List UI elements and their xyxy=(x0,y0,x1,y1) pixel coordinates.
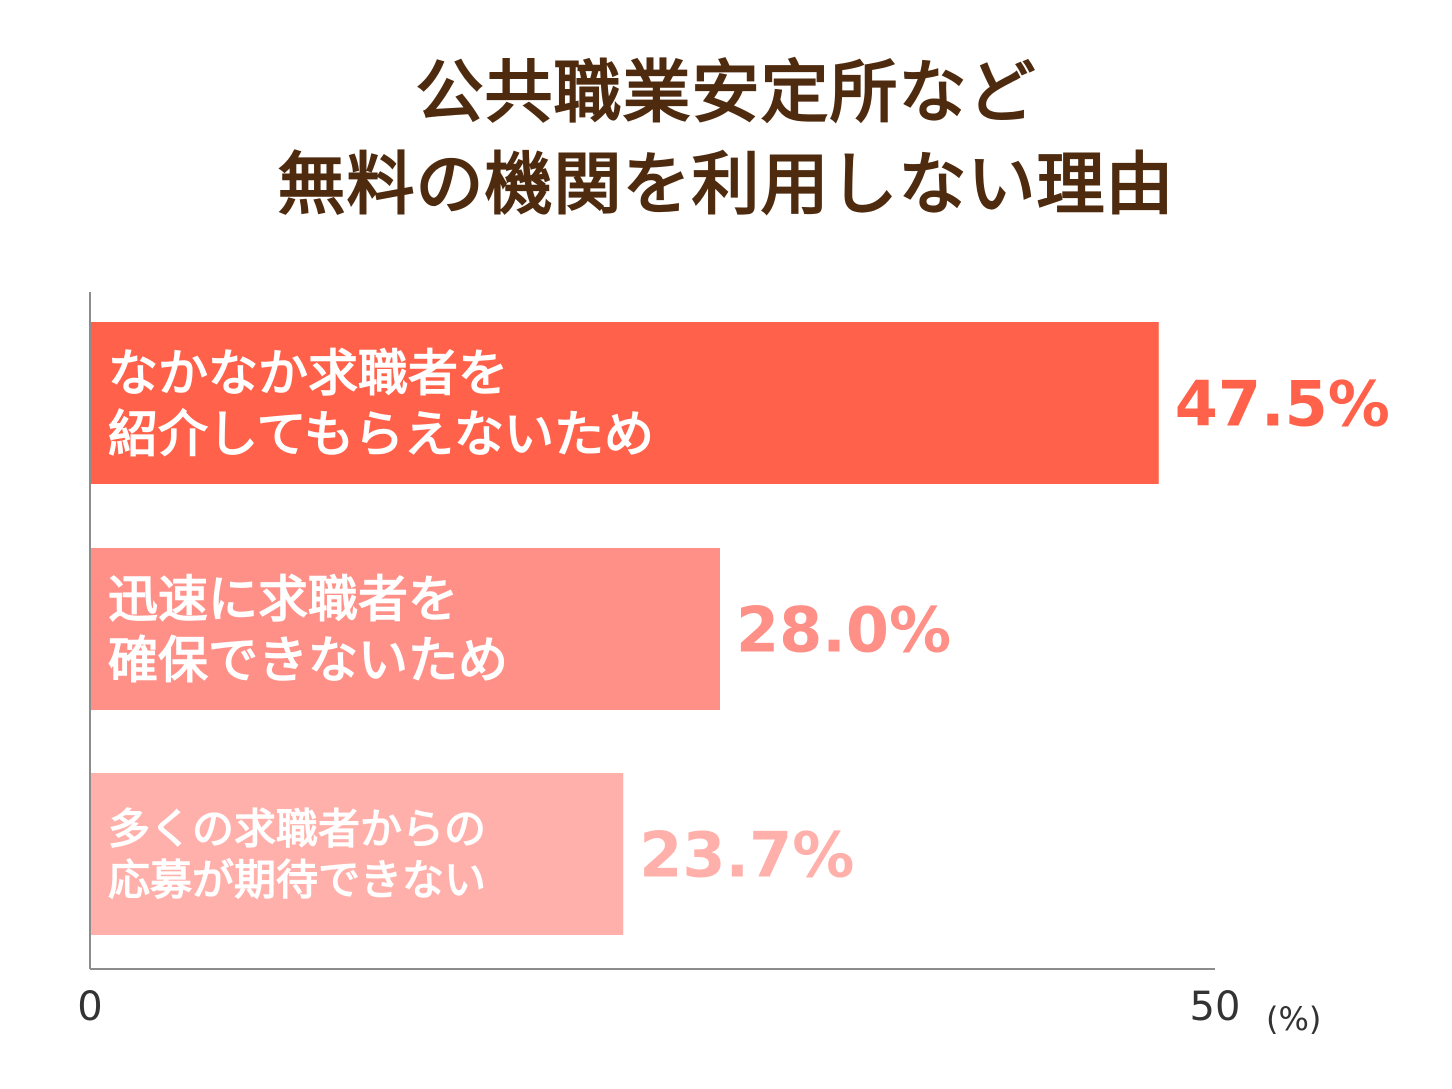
chart-title-line-1: 公共職業安定所など xyxy=(415,54,1037,133)
tick-label-0: 0 xyxy=(77,984,102,1030)
bar-3-label-line-2: 応募が期待できない xyxy=(108,856,486,905)
bar-2-value-label: 28.0% xyxy=(736,593,951,666)
unit-label: (%) xyxy=(1266,1000,1321,1038)
chart-title: 公共職業安定所など 無料の機関を利用しない理由 xyxy=(0,48,1452,232)
bar-1 xyxy=(90,322,1159,484)
bar-1-value-label: 47.5% xyxy=(1175,367,1390,440)
chart-title-line-2: 無料の機関を利用しない理由 xyxy=(277,146,1175,225)
bar-2-label-line-2: 確保できないため xyxy=(108,632,508,690)
bar-3 xyxy=(90,773,624,935)
bar-2 xyxy=(90,548,720,710)
bar-1-label-line-2: 紹介してもらえないため xyxy=(108,406,654,464)
bar-2-label-line-1: 迅速に求職者を xyxy=(108,571,458,629)
bar-1-label-line-1: なかなか求職者を xyxy=(108,345,508,403)
tick-label-50: 50 xyxy=(1190,984,1241,1030)
bar-3-label-line-1: 多くの求職者からの xyxy=(108,805,486,854)
bar-3-value-label: 23.7% xyxy=(639,818,854,891)
